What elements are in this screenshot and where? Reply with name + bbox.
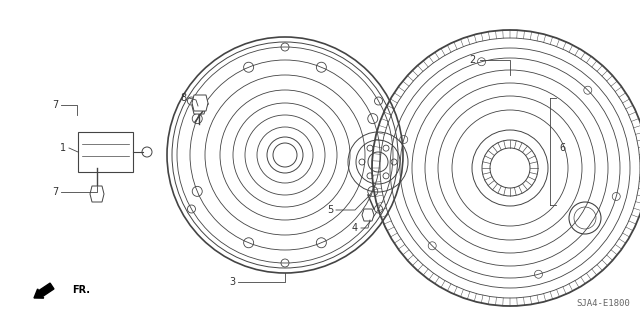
Polygon shape	[192, 95, 208, 111]
Text: 3: 3	[229, 277, 235, 287]
Text: 2: 2	[469, 55, 475, 65]
FancyBboxPatch shape	[78, 132, 133, 172]
Text: 6: 6	[559, 143, 565, 153]
Polygon shape	[362, 209, 374, 221]
Text: FR.: FR.	[72, 285, 90, 295]
Text: 4: 4	[352, 223, 358, 233]
Text: 8: 8	[180, 93, 186, 103]
Polygon shape	[90, 186, 104, 202]
Text: SJA4-E1800: SJA4-E1800	[576, 299, 630, 308]
FancyArrow shape	[34, 283, 54, 298]
Polygon shape	[192, 98, 206, 114]
Text: 1: 1	[60, 143, 66, 153]
Text: 7: 7	[52, 100, 58, 110]
Text: 7: 7	[52, 187, 58, 197]
Text: 5: 5	[327, 205, 333, 215]
